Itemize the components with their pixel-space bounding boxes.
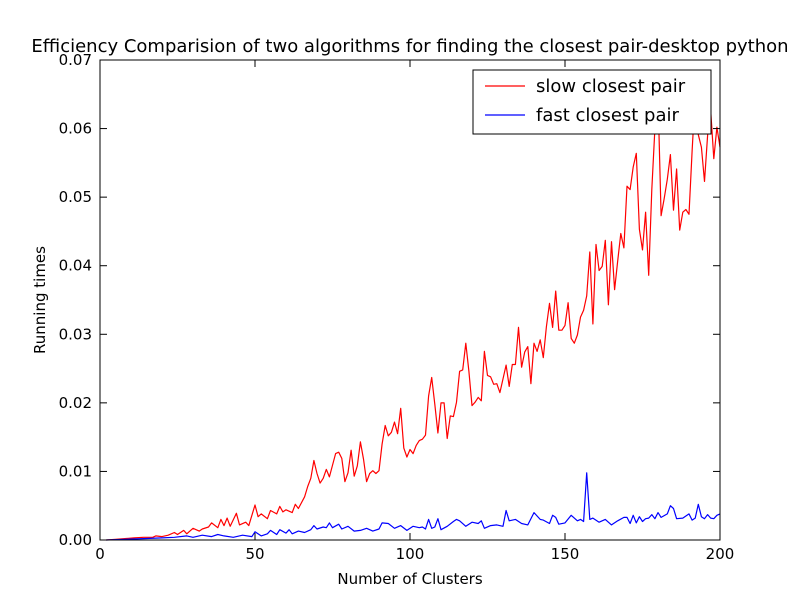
x-tick-label: 50 — [245, 545, 264, 563]
legend-label-fast: fast closest pair — [536, 105, 680, 126]
y-tick-label: 0.05 — [59, 188, 92, 206]
y-tick-label: 0.02 — [59, 394, 92, 412]
legend-box — [472, 69, 712, 135]
y-tick-label: 0.01 — [59, 462, 92, 480]
x-tick-label: 0 — [95, 545, 105, 563]
ticks-layer: 0 50 100 150 200 0.00 0.01 0.02 0.03 0.04 0.05 0.06… — [59, 51, 735, 563]
legend: slow closest pair fast closest pair — [472, 69, 712, 135]
series-line-slow-closest-pair — [106, 93, 721, 541]
plot-background — [100, 60, 720, 540]
y-tick-label: 0.03 — [59, 325, 92, 343]
y-tick-label: 0.00 — [59, 531, 92, 549]
y-tick-label: 0.07 — [59, 51, 92, 69]
plot-frame — [99, 59, 721, 541]
x-tick-label: 200 — [706, 545, 735, 563]
x-tick-label: 150 — [551, 545, 580, 563]
y-tick-label: 0.04 — [59, 257, 92, 275]
x-axis-label: Number of Clusters — [337, 570, 482, 588]
series-layer — [106, 93, 721, 541]
plot-area: 0 50 100 150 200 0.00 0.01 0.02 0.03 0.04 0.05 0.06… — [59, 51, 735, 563]
y-axis-label: Running times — [31, 246, 49, 354]
series-line-fast-closest-pair — [106, 472, 721, 541]
legend-label-slow: slow closest pair — [536, 76, 686, 97]
x-tick-label: 100 — [396, 545, 425, 563]
chart-title: Efficiency Comparision of two algorithms… — [31, 36, 788, 57]
y-tick-label: 0.06 — [59, 120, 92, 138]
